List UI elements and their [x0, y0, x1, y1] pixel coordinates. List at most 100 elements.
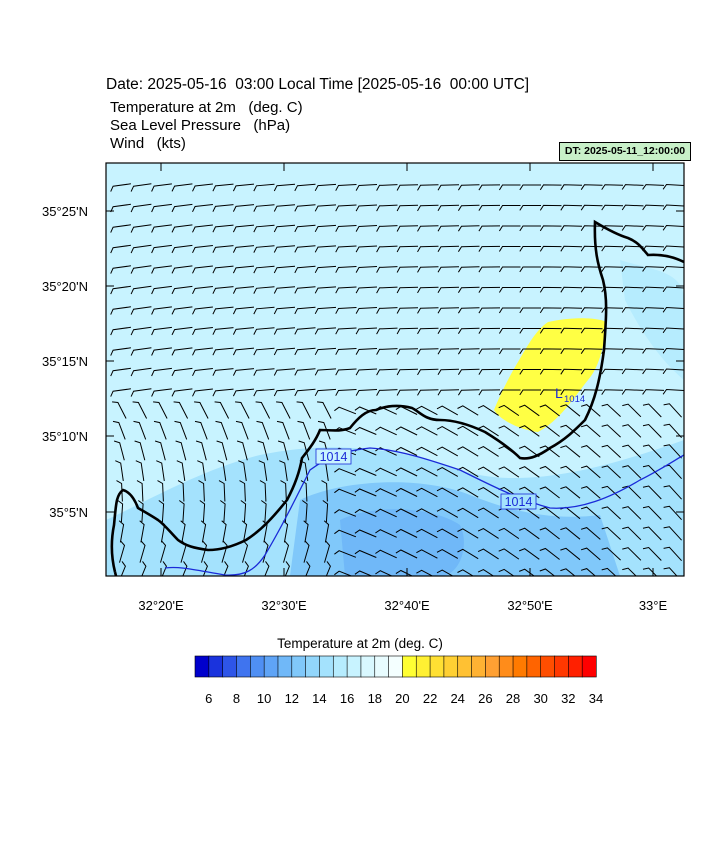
wind-barb — [436, 446, 459, 457]
wind-barb — [539, 404, 560, 417]
wind-barb — [417, 184, 439, 191]
colorbar-swatch — [346, 655, 362, 678]
colorbar-swatch — [526, 655, 542, 678]
wind-barb — [662, 368, 684, 375]
wind-barb — [560, 527, 581, 540]
wind-barb — [355, 225, 378, 232]
wind-barb — [130, 224, 152, 233]
wind-barb — [354, 467, 377, 476]
wind-barb — [539, 389, 562, 396]
wind-barb — [217, 460, 227, 481]
wind-barb — [375, 488, 397, 497]
wind-barb — [376, 368, 398, 376]
wind-barb — [622, 444, 642, 459]
lon-label-32-40: 32°40'E — [384, 598, 430, 613]
wind-barb — [180, 520, 186, 543]
field-pressure: Sea Level Pressure (hPa) — [110, 117, 291, 134]
wind-barb — [601, 526, 621, 540]
wind-barb — [601, 184, 624, 190]
wind-barb — [335, 184, 357, 191]
wind-barb — [176, 460, 186, 481]
wind-barb — [192, 183, 213, 192]
wind-barb — [355, 307, 378, 314]
wind-barb — [395, 549, 418, 559]
wind-barb — [303, 520, 309, 543]
wind-barb — [192, 327, 213, 336]
wind-barb — [662, 265, 684, 272]
wind-barb — [112, 420, 126, 440]
wind-barb — [232, 327, 255, 335]
wind-barb — [355, 327, 378, 335]
wind-barb — [580, 527, 601, 540]
wind-barb — [232, 388, 255, 397]
wind-barb — [457, 184, 480, 191]
wind-barb — [192, 245, 213, 254]
wind-barb — [139, 520, 145, 543]
wind-barb — [276, 420, 290, 440]
colorbar-swatch — [332, 655, 348, 678]
wind-barb — [242, 540, 249, 563]
wind-barb — [314, 388, 337, 397]
wind-barb — [539, 266, 562, 273]
colorbar-tick-label: 6 — [205, 691, 212, 706]
wind-barb — [662, 327, 684, 334]
wind-barb — [642, 204, 665, 211]
wind-barb — [280, 480, 287, 502]
wind-barb — [560, 445, 581, 458]
wind-barb — [642, 444, 662, 459]
wind-barb — [177, 480, 185, 502]
wind-barb — [457, 405, 479, 416]
wind-barb — [601, 444, 621, 458]
wind-barb — [580, 506, 601, 520]
colorbar-swatch — [250, 655, 265, 678]
wind-barb — [416, 508, 438, 518]
wind-barb — [417, 266, 439, 273]
wind-barb — [539, 368, 562, 375]
wind-barb — [539, 286, 562, 293]
wind-barb — [335, 368, 357, 376]
wind-barb — [232, 204, 255, 212]
wind-barb — [322, 500, 329, 523]
lon-label-32-50: 32°50'E — [507, 598, 553, 613]
wind-barb — [662, 306, 684, 313]
wind-barb — [478, 225, 501, 232]
colorbar-swatch — [263, 655, 279, 678]
colorbar-swatch — [402, 655, 417, 678]
wind-barb — [642, 266, 665, 272]
wind-barb — [642, 423, 662, 438]
wind-barb — [601, 368, 624, 375]
wind-barb — [621, 266, 644, 272]
wind-barb — [478, 286, 501, 293]
wind-barb — [519, 348, 541, 355]
wind-barb — [120, 561, 126, 576]
wind-barb — [560, 286, 583, 293]
wind-barb — [580, 404, 601, 417]
low-center-letter: L — [555, 385, 563, 401]
coolest-zone — [340, 509, 464, 576]
map-frame — [105, 162, 685, 577]
wind-barb — [192, 286, 213, 295]
wind-barb — [240, 500, 247, 523]
wind-barb — [153, 401, 168, 419]
colorbar-tick-labels: 6 8 10 12 14 16 18 20 22 24 26 28 30 32 34 — [205, 691, 603, 706]
wind-barb — [498, 287, 521, 293]
wind-barb — [642, 546, 662, 561]
wind-barb — [355, 286, 378, 294]
isobar-label-east: 1014 — [505, 495, 533, 509]
wind-barb — [355, 184, 378, 191]
wind-barb — [117, 500, 124, 523]
wind-barb — [498, 266, 521, 273]
wind-barb — [622, 506, 642, 520]
wind-barb — [139, 540, 146, 563]
wind-barb — [560, 547, 581, 561]
wind-barb — [519, 527, 540, 540]
wind-barb — [519, 246, 541, 252]
colorbar-tick-label: 18 — [368, 691, 382, 706]
wind-barb — [663, 485, 682, 500]
wind-barb — [601, 567, 617, 576]
wind-barb — [580, 327, 603, 334]
wind-barb — [580, 547, 601, 561]
wind-barb — [498, 246, 521, 252]
wind-barb — [663, 444, 682, 459]
wind-barb — [218, 480, 226, 502]
